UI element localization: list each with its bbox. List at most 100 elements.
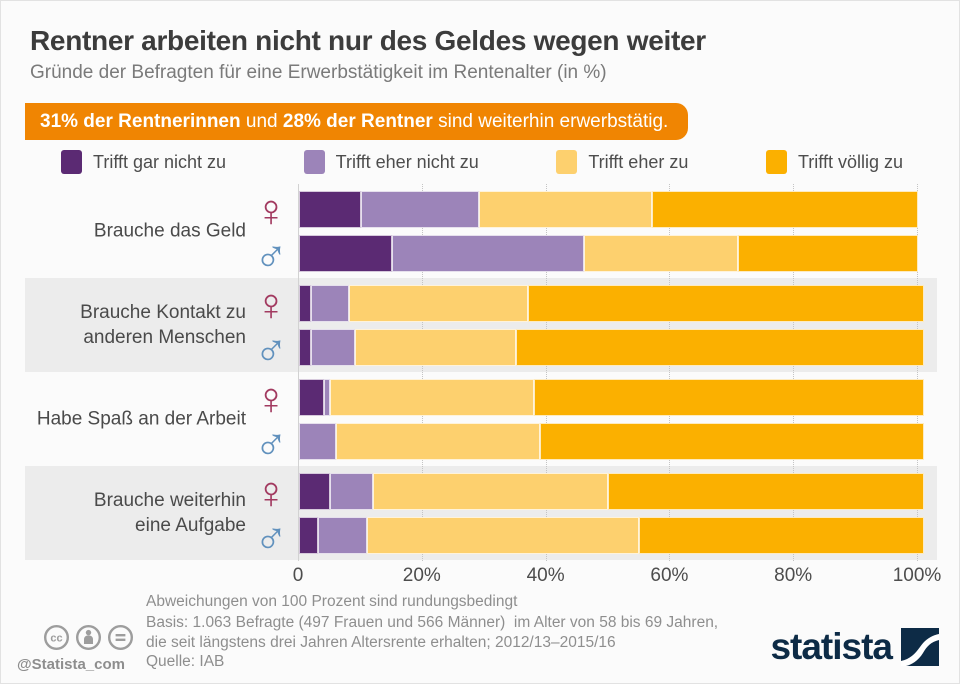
female-symbol-icon: ♀ — [254, 467, 288, 518]
bar-segment — [329, 473, 374, 510]
page-title: Rentner arbeiten nicht nur des Geldes we… — [30, 25, 706, 56]
footnotes: Abweichungen von 100 Prozent sind rundun… — [146, 592, 718, 654]
category-label: Brauche weiterhin eine Aufgabe — [93, 490, 246, 536]
male-symbol-icon: ♂ — [254, 511, 288, 562]
statista-logo-mark-icon — [901, 628, 939, 666]
bar-segment — [299, 235, 392, 272]
bar-segment — [299, 517, 318, 554]
category-row: Habe Spaß an der Arbeit ♀ ♂ — [1, 372, 959, 468]
bar-segment — [651, 191, 918, 228]
bar-segment — [311, 329, 355, 366]
legend-item: Trifft gar nicht zu — [61, 150, 226, 174]
cc-license-badge[interactable]: cc — [43, 624, 134, 651]
gridline — [793, 184, 795, 561]
bar-segment — [336, 423, 541, 460]
bar-segment — [299, 379, 324, 416]
y-axis-line — [298, 184, 299, 561]
stacked-bar-chart: Brauche das Geld ♀ ♂ Brauche Kontakt zu and… — [1, 184, 959, 588]
bar-segment — [299, 329, 312, 366]
gridline — [669, 184, 671, 561]
legend-label: Trifft eher zu — [588, 151, 689, 172]
highlight-badge: 31% der Rentnerinnen und 28% der Rentner… — [25, 103, 689, 140]
legend-swatch-icon — [61, 150, 82, 174]
statista-logo[interactable]: statista — [770, 628, 939, 666]
attribution-person-icon[interactable] — [75, 624, 102, 651]
legend: Trifft gar nicht zu Trifft eher nicht zu T… — [61, 147, 903, 177]
legend-label: Trifft völlig zu — [797, 151, 903, 172]
male-symbol-icon: ♂ — [254, 229, 288, 280]
bar-female — [299, 473, 925, 510]
source-note: Quelle: IAB — [146, 653, 225, 670]
x-axis-tick: 20% — [402, 565, 441, 586]
footnote-line: Basis: 1.063 Befragte (497 Frauen und 56… — [146, 613, 719, 631]
bar-segment — [354, 329, 516, 366]
badge-connector: und — [240, 111, 283, 132]
legend-item: Trifft eher nicht zu — [303, 150, 479, 174]
category-label: Brauche das Geld — [93, 220, 246, 242]
cc-icon[interactable]: cc — [43, 624, 70, 651]
bar-segment — [317, 517, 368, 554]
legend-label: Trifft eher nicht zu — [335, 151, 479, 172]
bar-segment — [583, 235, 739, 272]
bar-female — [299, 379, 925, 416]
male-symbol-icon: ♂ — [254, 323, 288, 374]
gridline — [917, 184, 918, 561]
bar-segment — [639, 517, 925, 554]
bar-segment — [329, 379, 535, 416]
bar-segment — [367, 517, 640, 554]
legend-item: Trifft völlig zu — [765, 150, 903, 174]
bar-segment — [608, 473, 925, 510]
bar-female — [299, 191, 918, 228]
category-row: Brauche das Geld ♀ ♂ — [1, 184, 959, 280]
legend-item: Trifft eher zu — [556, 150, 688, 174]
footnote-line: Abweichungen von 100 Prozent sind rundun… — [146, 593, 518, 610]
bar-segment — [299, 191, 361, 228]
legend-swatch-icon — [303, 150, 325, 174]
bar-segment — [515, 329, 925, 366]
category-label: Brauche Kontakt zu anderen Menschen — [80, 302, 246, 348]
bar-segment — [540, 423, 925, 460]
footnote-line: die seit längstens drei Jahren Altersren… — [146, 634, 616, 651]
x-axis-tick: 0 — [292, 565, 304, 586]
bar-segment — [348, 285, 528, 322]
bar-segment — [323, 379, 330, 416]
x-axis-tick: 80% — [774, 565, 813, 586]
x-axis-tick: 60% — [650, 565, 689, 586]
female-symbol-icon: ♀ — [254, 185, 288, 236]
bar-segment — [299, 423, 337, 460]
bar-segment — [738, 235, 918, 272]
badge-stat-women: 31% der Rentnerinnen — [40, 111, 241, 132]
legend-swatch-icon — [765, 150, 787, 174]
page-subtitle: Gründe der Befragten für eine Erwerbstät… — [30, 62, 607, 83]
bar-segment — [478, 191, 652, 228]
bar-segment — [299, 473, 330, 510]
bar-segment — [391, 235, 584, 272]
gridline — [421, 184, 423, 561]
bar-segment — [373, 473, 609, 510]
bar-male — [299, 329, 925, 366]
female-symbol-icon: ♀ — [254, 279, 288, 330]
category-row: Brauche weiterhin eine Aufgabe ♀ ♂ — [1, 466, 959, 562]
male-symbol-icon: ♂ — [254, 417, 288, 468]
bar-male — [299, 235, 918, 272]
bar-male — [299, 423, 925, 460]
bar-segment — [360, 191, 479, 228]
twitter-handle[interactable]: @Statista_com — [17, 656, 125, 673]
bar-female — [299, 285, 925, 322]
x-axis-tick: 40% — [526, 565, 565, 586]
legend-swatch-icon — [556, 150, 578, 174]
x-axis-tick: 100% — [892, 565, 942, 586]
badge-stat-men: 28% der Rentner — [282, 111, 433, 132]
female-symbol-icon: ♀ — [254, 373, 288, 424]
category-row: Brauche Kontakt zu anderen Menschen ♀ ♂ — [1, 278, 959, 374]
svg-text:cc: cc — [50, 633, 62, 645]
badge-rest: sind weiterhin erwerbstätig. — [432, 111, 669, 132]
no-derivatives-icon[interactable] — [107, 624, 134, 651]
category-label: Habe Spaß an der Arbeit — [36, 408, 246, 430]
bar-segment — [299, 285, 312, 322]
gridline — [545, 184, 547, 561]
bar-segment — [534, 379, 925, 416]
legend-label: Trifft gar nicht zu — [93, 151, 227, 172]
statista-logo-text: statista — [770, 626, 893, 667]
